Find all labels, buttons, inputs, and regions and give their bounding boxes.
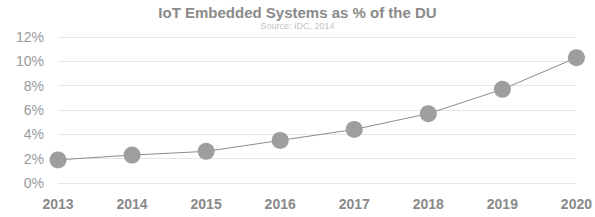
svg-text:2019: 2019 bbox=[487, 196, 518, 212]
svg-text:2%: 2% bbox=[24, 151, 44, 167]
svg-text:2020: 2020 bbox=[561, 196, 592, 212]
svg-text:2017: 2017 bbox=[339, 196, 370, 212]
svg-text:2013: 2013 bbox=[42, 196, 73, 212]
svg-text:4%: 4% bbox=[24, 126, 44, 142]
svg-text:2016: 2016 bbox=[265, 196, 296, 212]
svg-text:IoT Embedded Systems as % of t: IoT Embedded Systems as % of the DU bbox=[158, 4, 436, 21]
svg-text:0%: 0% bbox=[24, 175, 44, 191]
svg-text:Source: IDC, 2014: Source: IDC, 2014 bbox=[260, 21, 334, 31]
svg-text:10%: 10% bbox=[16, 53, 44, 69]
svg-text:2015: 2015 bbox=[191, 196, 222, 212]
svg-text:2018: 2018 bbox=[413, 196, 444, 212]
svg-text:12%: 12% bbox=[16, 29, 44, 45]
svg-text:8%: 8% bbox=[24, 78, 44, 94]
svg-text:6%: 6% bbox=[24, 102, 44, 118]
svg-text:2014: 2014 bbox=[116, 196, 147, 212]
